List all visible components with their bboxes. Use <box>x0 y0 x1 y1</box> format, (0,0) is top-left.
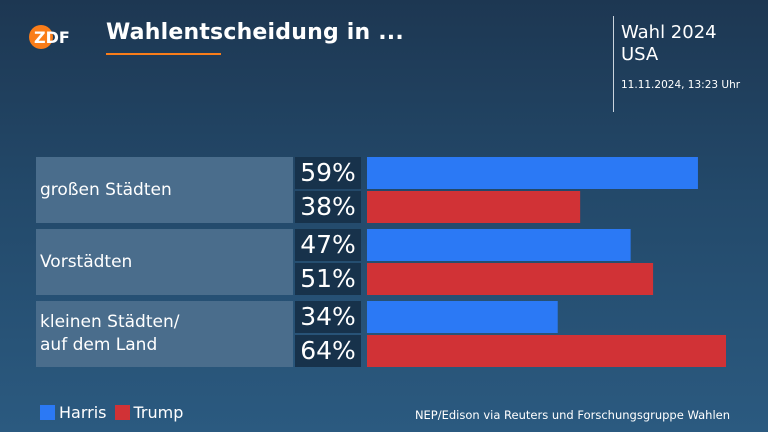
data-label-harris-suburbs: 47% <box>295 229 361 261</box>
timestamp: 11.11.2024, 13:23 Uhr <box>621 79 741 91</box>
category-line: kleinen Städten/ <box>40 312 180 332</box>
bar-trump-0 <box>367 191 581 223</box>
data-label-harris-big-cities: 59% <box>295 157 361 189</box>
legend-swatch-harris <box>40 405 55 420</box>
logo-text: ZDF <box>34 28 70 47</box>
source-note: NEP/Edison via Reuters und Forschungsgru… <box>414 408 730 422</box>
category-line: auf dem Land <box>40 335 158 355</box>
legend: Harris Trump <box>40 403 191 422</box>
category-line: großen Städten <box>40 179 172 200</box>
category-label-suburbs: Vorstädten <box>36 229 293 295</box>
bar-harris-1 <box>367 229 631 261</box>
election-country: USA <box>621 44 659 65</box>
legend-label-trump: Trump <box>133 403 184 422</box>
zdf-logo-icon: ZDF <box>29 25 70 49</box>
data-label-trump-suburbs: 51% <box>295 263 361 295</box>
election-title: Wahl 2024 <box>621 22 717 43</box>
category-label-big-cities: großen Städten <box>36 157 293 223</box>
legend-swatch-trump <box>114 405 130 420</box>
bar-trump-2 <box>367 335 726 367</box>
header-divider <box>613 16 614 112</box>
data-label-harris-small-towns: 34% <box>295 301 361 333</box>
chart-title: Wahlentscheidung in ... <box>106 20 404 45</box>
title-underline <box>106 53 221 55</box>
bar-harris-2 <box>367 301 558 333</box>
election-label: Wahl 2024 USA <box>621 22 717 66</box>
legend-label-harris: Harris <box>59 403 107 422</box>
data-label-trump-small-towns: 64% <box>295 335 361 367</box>
bar-trump-1 <box>367 263 654 295</box>
bar-harris-0 <box>367 157 698 189</box>
category-line: Vorstädten <box>40 251 133 272</box>
category-label-small-towns-rural: kleinen Städten/ auf dem Land <box>36 301 293 367</box>
data-label-trump-big-cities: 38% <box>295 191 361 223</box>
